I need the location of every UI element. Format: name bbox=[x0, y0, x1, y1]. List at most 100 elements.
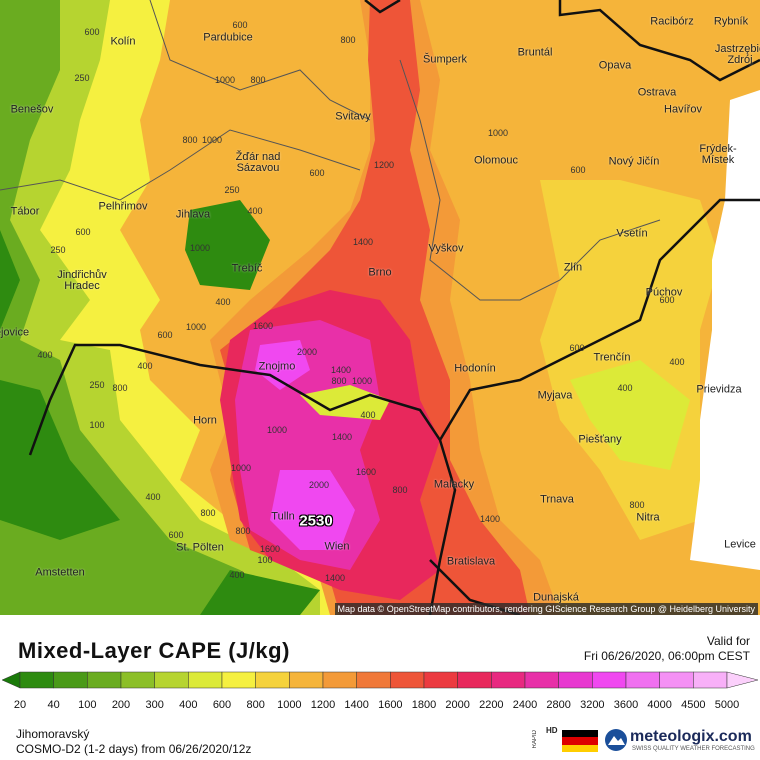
color-bar-tick-label: 300 bbox=[145, 699, 163, 711]
color-bar-segment bbox=[221, 671, 256, 689]
color-bar-tick-label: 2000 bbox=[445, 699, 469, 711]
color-bar-tick-label: 800 bbox=[246, 699, 264, 711]
color-bar-tick-label: 1200 bbox=[311, 699, 335, 711]
valid-label: Valid for bbox=[706, 634, 750, 648]
contour-label: 2000 bbox=[308, 480, 330, 490]
place-label: Rybník bbox=[713, 15, 749, 28]
color-bar-tick-label: 200 bbox=[112, 699, 130, 711]
color-bar-tick-label: 600 bbox=[213, 699, 231, 711]
color-bar-segment bbox=[120, 671, 155, 689]
contour-label: 250 bbox=[89, 380, 105, 390]
color-bar-segment bbox=[356, 671, 391, 689]
color-bar-segment bbox=[592, 671, 627, 689]
map bbox=[0, 0, 760, 615]
place-label: Olomouc bbox=[473, 154, 519, 167]
place-label: Piešťany bbox=[578, 433, 622, 446]
place-label: Opava bbox=[598, 59, 632, 72]
color-bar-segment bbox=[659, 671, 694, 689]
place-label: Tulln bbox=[271, 510, 295, 523]
place-label: Levice bbox=[724, 538, 756, 551]
contour-label: 800 bbox=[392, 485, 408, 495]
color-bar-tick-label: 3600 bbox=[614, 699, 638, 711]
field bbox=[0, 200, 320, 615]
place-label: Svitavy bbox=[335, 110, 371, 123]
place-label: ějovice bbox=[0, 326, 30, 339]
contour-label: 600 bbox=[157, 330, 173, 340]
place-label: Myjava bbox=[537, 389, 573, 402]
contour-label: 1000 bbox=[189, 243, 211, 253]
contour-label: 800 bbox=[112, 383, 128, 393]
place-label: Znojmo bbox=[258, 360, 296, 373]
place-label: Jastrzębie Zdrój bbox=[714, 43, 760, 66]
model: COSMO-D2 (1-2 days) from 06/26/2020/12z bbox=[16, 742, 252, 756]
contour-label: 1400 bbox=[324, 573, 346, 583]
place-label: Pardubice bbox=[203, 31, 253, 44]
color-bar-high bbox=[726, 671, 759, 689]
place-label: Jihlava bbox=[175, 208, 211, 221]
color-bar-tick-label: 2200 bbox=[479, 699, 503, 711]
color-bar-tick-label: 4500 bbox=[681, 699, 705, 711]
contour-label: 600 bbox=[84, 27, 100, 37]
color-bar-tick-label: 1600 bbox=[378, 699, 402, 711]
contour-label: 400 bbox=[229, 570, 245, 580]
contour-label: 250 bbox=[50, 245, 66, 255]
border bbox=[28, 0, 760, 615]
color-bar-tick-label: 100 bbox=[78, 699, 96, 711]
contour-label: 1400 bbox=[330, 365, 352, 375]
contour-label: 100 bbox=[89, 420, 105, 430]
color-bar-tick-label: 3200 bbox=[580, 699, 604, 711]
color-bar-segment bbox=[457, 671, 492, 689]
color-bar-tick-label: 1800 bbox=[412, 699, 436, 711]
place-label: Púchov bbox=[645, 286, 683, 299]
color-bar-tick-label: 1400 bbox=[344, 699, 368, 711]
contour-label: 600 bbox=[309, 168, 325, 178]
contour-label: 800 bbox=[235, 526, 251, 536]
contour-label: 600 bbox=[168, 530, 184, 540]
region-border bbox=[0, 0, 661, 301]
color-bar: 20 40 100 200 300 400 600 800 1000 1200 1400 1600 18… bbox=[1, 671, 759, 711]
place-label: Ostrava bbox=[637, 86, 677, 99]
place-label: St. Pölten bbox=[176, 541, 224, 554]
place-label: Trenčín bbox=[593, 351, 631, 364]
place-label: Kolín bbox=[110, 35, 136, 48]
contour-label: 100 bbox=[257, 555, 273, 565]
color-bar-tick-label: 20 bbox=[14, 699, 26, 711]
place-label: Bratislava bbox=[446, 555, 496, 568]
color-bar-segment bbox=[87, 671, 122, 689]
contour-label: 600 bbox=[75, 227, 91, 237]
color-bar-segment bbox=[625, 671, 660, 689]
place-label: Benešov bbox=[10, 103, 54, 116]
contour-label: 1000 bbox=[185, 322, 207, 332]
contour-label: 1600 bbox=[259, 544, 281, 554]
color-bar-segment bbox=[524, 671, 559, 689]
color-bar-tick-label: 400 bbox=[179, 699, 197, 711]
place-label: Jindřichův Hradec bbox=[57, 269, 107, 292]
contour-label: 1400 bbox=[479, 514, 501, 524]
contour-label: 1400 bbox=[352, 237, 374, 247]
color-bar-segment bbox=[491, 671, 526, 689]
brand-logo bbox=[605, 729, 627, 751]
color-bar-segment bbox=[558, 671, 593, 689]
field bbox=[570, 360, 690, 470]
contour-label: 800 bbox=[629, 500, 645, 510]
contour-label: 1200 bbox=[373, 160, 395, 170]
color-bar-segment bbox=[322, 671, 357, 689]
place-label: Frýdek- Místek bbox=[699, 143, 737, 166]
max-label: 2530 bbox=[299, 512, 333, 530]
place-label: Prievidza bbox=[696, 383, 742, 396]
color-bar-segment bbox=[423, 671, 458, 689]
brand: meteologix.com bbox=[630, 728, 752, 745]
place-label: Tábor bbox=[10, 205, 40, 218]
contour-label: 250 bbox=[74, 73, 90, 83]
place-label: Žďár nad Sázavou bbox=[235, 151, 281, 174]
color-bar-segment bbox=[693, 671, 728, 689]
contour-label: 1400 bbox=[331, 432, 353, 442]
color-bar-segment bbox=[19, 671, 54, 689]
tagline: SWISS QUALITY WEATHER FORECASTING bbox=[632, 746, 755, 752]
color-bar-tick-label: 40 bbox=[48, 699, 60, 711]
place-label: Amstetten bbox=[35, 566, 85, 579]
color-bar-segment bbox=[289, 671, 324, 689]
color-bar-segment bbox=[154, 671, 189, 689]
contour-label: 600 bbox=[232, 20, 248, 30]
place-label: Pelhřimov bbox=[98, 200, 148, 213]
